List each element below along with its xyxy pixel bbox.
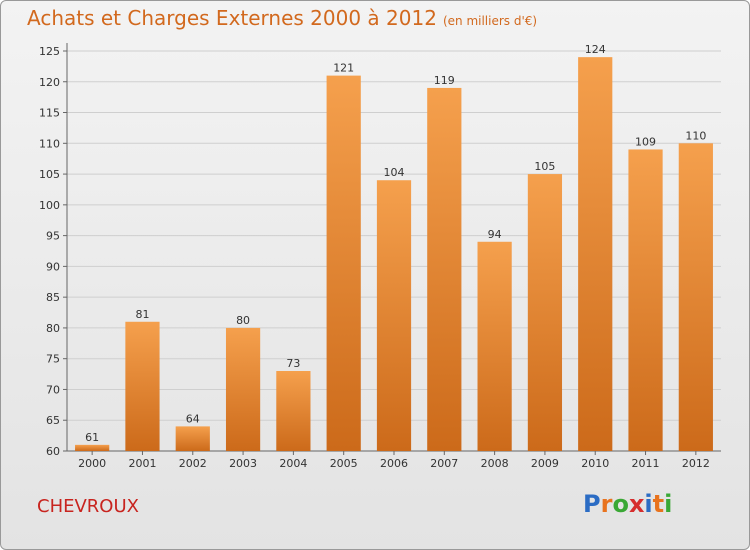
proxiti-logo: Proxiti (583, 490, 672, 518)
logo-letter: o (612, 490, 629, 518)
bar-2004 (276, 371, 311, 451)
value-label-2011: 109 (635, 135, 656, 148)
x-tick-label-2005: 2005 (330, 457, 358, 470)
value-label-2007: 119 (434, 74, 455, 87)
logo-letter: i (664, 490, 673, 518)
x-tick-label-2001: 2001 (128, 457, 156, 470)
y-tick-label: 75 (46, 353, 60, 366)
x-tick-label-2006: 2006 (380, 457, 408, 470)
y-tick-label: 105 (39, 168, 60, 181)
bar-2005 (326, 75, 361, 451)
value-label-2000: 61 (85, 431, 99, 444)
chart-title: Achats et Charges Externes 2000 à 2012 (e… (27, 6, 537, 30)
y-tick-label: 115 (39, 107, 60, 120)
value-label-2008: 94 (488, 228, 502, 241)
x-tick-label-2003: 2003 (229, 457, 257, 470)
value-label-2004: 73 (286, 357, 300, 370)
value-label-2002: 64 (186, 412, 200, 425)
value-label-2001: 81 (135, 308, 149, 321)
value-label-2005: 121 (333, 62, 354, 75)
value-label-2012: 110 (685, 129, 706, 142)
bar-2010 (578, 57, 613, 452)
x-tick-label-2007: 2007 (430, 457, 458, 470)
logo-letter: i (644, 490, 653, 518)
y-tick-label: 65 (46, 414, 60, 427)
bar-2012 (678, 143, 713, 452)
y-tick-label: 85 (46, 291, 60, 304)
y-tick-label: 125 (39, 45, 60, 58)
bars (75, 57, 713, 452)
y-tick-label: 95 (46, 230, 60, 243)
y-tick-label: 80 (46, 322, 60, 335)
chart-title-text: Achats et Charges Externes 2000 à 2012 (27, 6, 437, 30)
bar-2009 (527, 174, 563, 452)
value-label-2009: 105 (534, 160, 555, 173)
y-tick-label: 100 (39, 199, 60, 212)
bar-2001 (125, 321, 160, 451)
value-label-2006: 104 (384, 166, 405, 179)
x-tick-label-2008: 2008 (481, 457, 509, 470)
bar-2000 (75, 444, 110, 451)
y-tick-labels: 60 65 70 75 80 85 90 95 100 105 110 115 120 125 (39, 45, 60, 458)
x-tick-label-2011: 2011 (632, 457, 660, 470)
bar-2006 (376, 180, 412, 451)
y-tick-label: 90 (46, 260, 60, 273)
logo-letter: r (600, 490, 613, 518)
logo-letter: t (652, 490, 665, 518)
y-tick-label: 120 (39, 76, 60, 89)
x-tick-label-2004: 2004 (279, 457, 307, 470)
x-tick-label-2010: 2010 (581, 457, 609, 470)
commune-name: CHEVROUX (37, 496, 139, 517)
bar-2003 (225, 327, 261, 451)
chart-subtitle: (en milliers d'€) (442, 14, 538, 28)
y-tick-label: 60 (46, 445, 60, 458)
x-tick-label-2009: 2009 (531, 457, 559, 470)
logo-letter: x (628, 490, 645, 518)
logo-letter: P (583, 490, 601, 518)
x-tick-labels: 2000 2001 2002 2003 2004 2005 2006 2007 2008 2009… (78, 451, 710, 470)
bar-2007 (427, 87, 462, 451)
bar-2002 (175, 426, 210, 451)
value-label-2010: 124 (585, 43, 606, 56)
value-labels: 61 81 64 80 73 121 104 119 94 105 124 109 110 (85, 43, 706, 444)
y-tick-label: 70 (46, 383, 60, 396)
y-tick-label: 110 (39, 137, 60, 150)
x-tick-label-2012: 2012 (682, 457, 710, 470)
bar-2008 (477, 241, 512, 451)
x-tick-label-2002: 2002 (179, 457, 207, 470)
value-label-2003: 80 (236, 314, 250, 327)
bar-2011 (628, 149, 663, 451)
x-tick-label-2000: 2000 (78, 457, 106, 470)
